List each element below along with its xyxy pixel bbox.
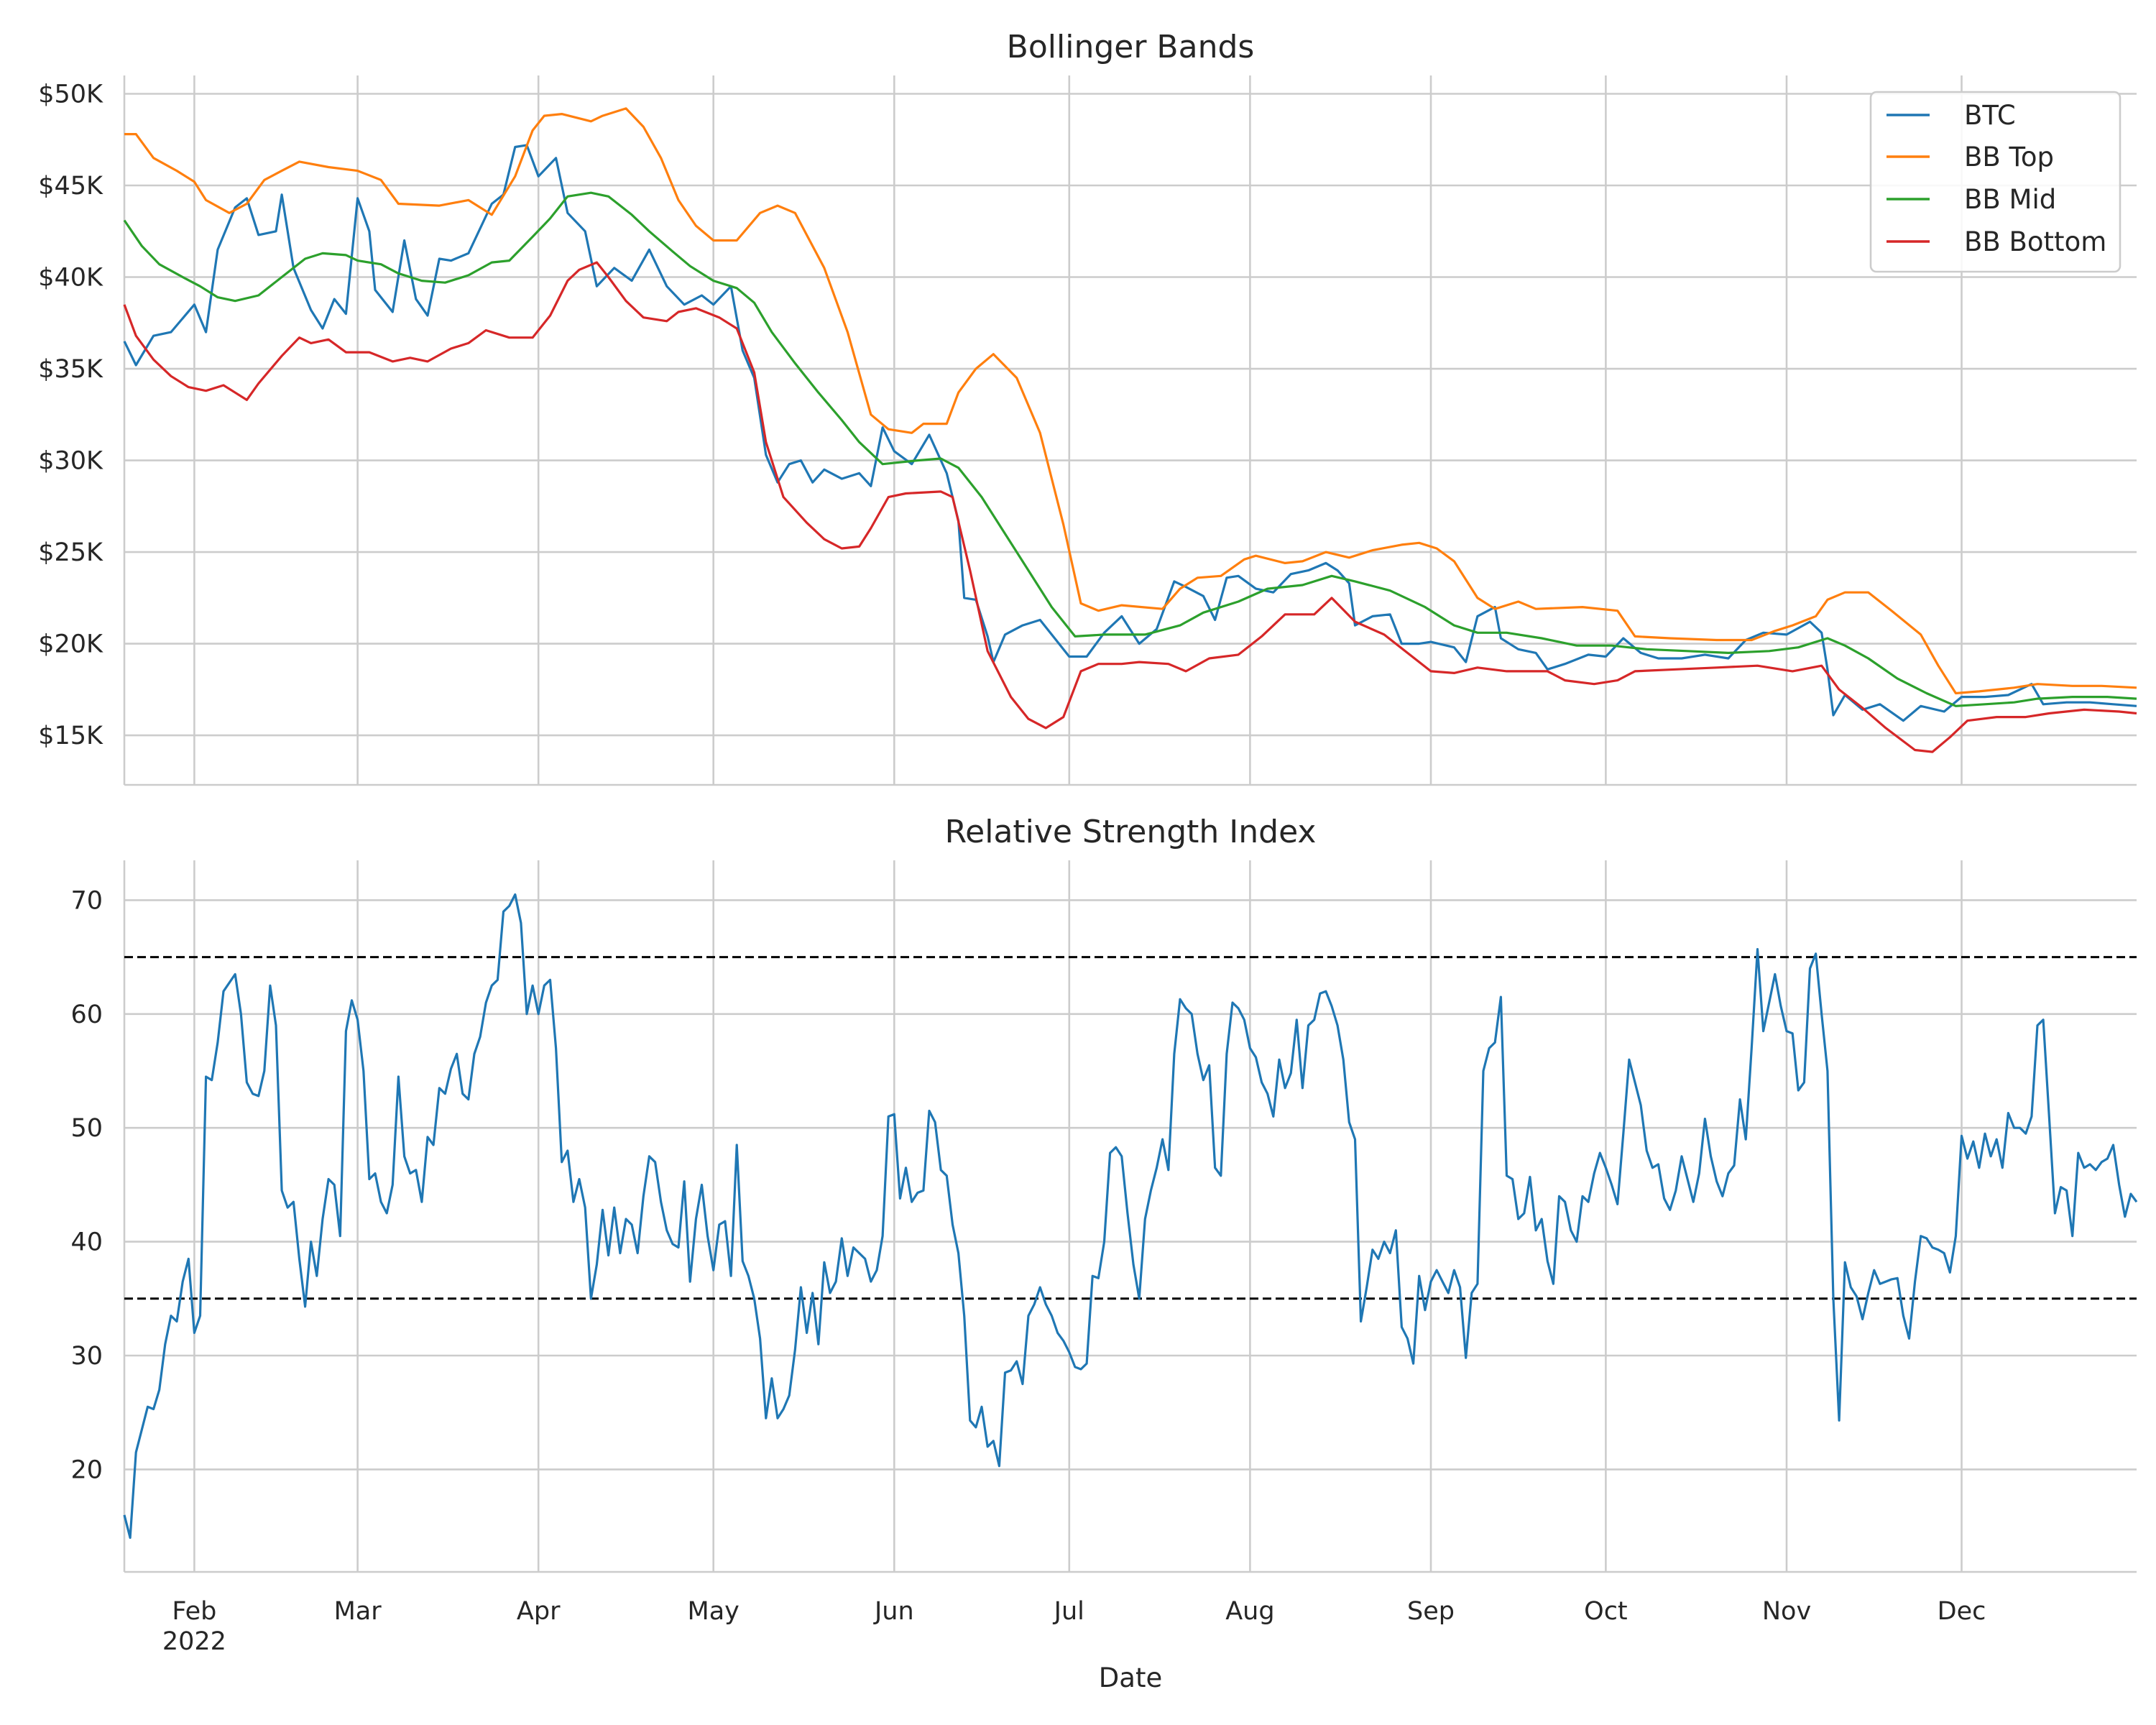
legend-frame (1869, 91, 2122, 273)
rsi-y-tick-50: 50 (70, 1114, 103, 1143)
rsi-y-tick-60: 60 (70, 1000, 103, 1029)
rsi-title: Relative Strength Index (945, 814, 1317, 850)
rsi-y-tick-labels: 20 30 40 50 60 70 (70, 886, 103, 1484)
x-tick-jul: Jul (1053, 1597, 1084, 1626)
series-line-bb-top (124, 107, 2137, 695)
rsi-y-tick-70: 70 (70, 886, 103, 915)
rsi-y-tick-20: 20 (70, 1455, 103, 1484)
legend-label-btc: BTC (1964, 100, 2016, 131)
bb-gridlines (124, 75, 2137, 785)
bb-y-tick-50k: $50K (38, 80, 103, 109)
rsi-y-tick-30: 30 (70, 1342, 103, 1371)
x-tick-nov: Nov (1762, 1597, 1811, 1626)
bb-y-tick-40k: $40K (38, 264, 103, 293)
x-tick-aug: Aug (1225, 1597, 1274, 1626)
rsi-threshold-lines (124, 956, 2137, 1300)
x-tick-apr: Apr (517, 1597, 561, 1626)
x-tick-mar: Mar (334, 1597, 382, 1626)
x-tick-may: May (688, 1597, 740, 1626)
bb-legend: BTC BB Top BB Mid BB Bottom (1869, 91, 2122, 273)
bb-y-tick-45k: $45K (38, 172, 103, 201)
bollinger-bands-panel: Bollinger Bands $15K $20K $25K $30K $35K $40K… (38, 29, 2137, 786)
legend-label-bb-bottom: BB Bottom (1964, 226, 2106, 257)
bb-y-tick-labels: $15K $20K $25K $30K $35K $40K $45K $50K (38, 80, 103, 751)
rsi-y-tick-40: 40 (70, 1228, 103, 1257)
x-tick-oct: Oct (1584, 1597, 1628, 1626)
x-tick-year-2022: 2022 (162, 1627, 226, 1656)
bollinger-bands-title: Bollinger Bands (1007, 29, 1255, 65)
legend-label-bb-mid: BB Mid (1964, 184, 2056, 215)
series-line-rsi (123, 893, 2138, 1540)
x-tick-dec: Dec (1938, 1597, 1986, 1626)
bb-series-lines (123, 107, 2137, 753)
x-axis-label: Date (1099, 1662, 1162, 1693)
bb-y-tick-30k: $30K (38, 447, 103, 476)
bb-y-tick-35k: $35K (38, 355, 103, 384)
bb-y-tick-15k: $15K (38, 722, 103, 750)
series-line-bb-mid (123, 191, 2137, 707)
x-tick-jun: Jun (873, 1597, 914, 1626)
rsi-panel: Relative Strength Index 20 30 40 50 60 70 Feb… (70, 814, 2138, 1693)
bb-y-tick-25k: $25K (38, 538, 103, 567)
x-tick-sep: Sep (1407, 1597, 1455, 1626)
rsi-series-line (123, 893, 2138, 1540)
bb-y-tick-20k: $20K (38, 630, 103, 659)
legend-label-bb-top: BB Top (1964, 142, 2054, 172)
x-tick-feb: Feb (172, 1597, 216, 1626)
series-line-bb-bottom (123, 261, 2137, 753)
series-line-btc (123, 144, 2137, 722)
